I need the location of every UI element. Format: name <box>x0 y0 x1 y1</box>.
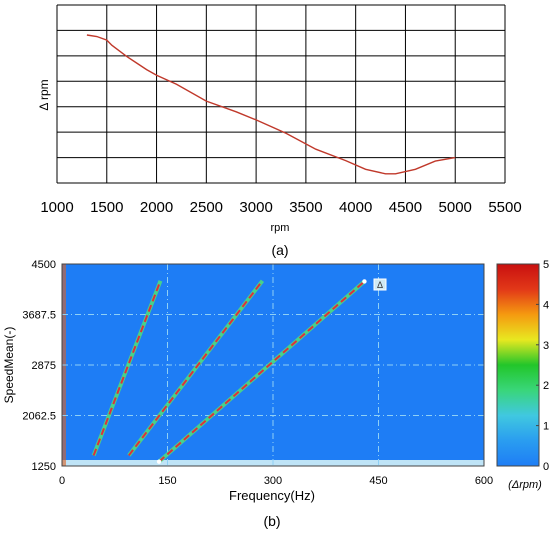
colorbar-label: (Δrpm) <box>508 479 542 491</box>
panel-a-label: (a) <box>271 242 288 258</box>
panel-b-x-tick-labels: 0 150 300 450 600 <box>59 475 493 487</box>
panel-b-marker: Δ <box>373 278 387 291</box>
panel-a-x-tick-label: 2000 <box>140 199 173 216</box>
panel-b-y-axis-label: SpeedMean(-) <box>2 327 16 404</box>
panel-a-x-tick-label: 5500 <box>488 199 521 216</box>
panel-a-x-axis-label: rpm <box>271 222 290 234</box>
panel-a-x-tick-label: 5000 <box>439 199 472 216</box>
panel-b-y-tick-label: 4500 <box>32 259 56 271</box>
order-endpoint-dot <box>362 279 367 284</box>
panel-a-x-tick-label: 1500 <box>90 199 123 216</box>
panel-b-marker-label: Δ <box>377 280 383 290</box>
panel-a-x-tick-label: 3500 <box>289 199 322 216</box>
panel-b-y-tick-label: 1250 <box>32 461 56 473</box>
panel-b-y-tick-labels: 1250 2062.5 2875 3687.5 4500 <box>22 259 56 473</box>
panel-b-x-axis-label: Frequency(Hz) <box>229 488 315 503</box>
panel-b-x-tick-label: 150 <box>158 475 176 487</box>
panel-a: 1000 1500 2000 2500 3000 3500 4000 4500 5000 5500… <box>37 4 522 258</box>
panel-b-order-lines <box>91 279 367 464</box>
panel-b-y-tick-label: 3687.5 <box>22 310 56 322</box>
colorbar-tick-label: 2 <box>543 380 549 392</box>
colorbar-tick-label: 5 <box>543 259 549 271</box>
panel-a-x-tick-label: 1000 <box>40 199 73 216</box>
panel-b-y-tick-label: 2062.5 <box>22 411 56 423</box>
panel-a-plot-area <box>57 5 505 183</box>
colorbar-tick-label: 0 <box>543 461 549 473</box>
colorbar-tick-label: 1 <box>543 421 549 433</box>
panel-a-x-tick-labels: 1000 1500 2000 2500 3000 3500 4000 4500 5000 5500 <box>40 199 521 216</box>
panel-b-label: (b) <box>263 513 280 529</box>
panel-b-marker-box <box>373 278 387 291</box>
panel-a-x-tick-label: 3000 <box>239 199 272 216</box>
order-endpoint-dot <box>156 459 162 464</box>
panel-a-grid <box>56 4 506 184</box>
panel-b-x-tick-label: 300 <box>264 475 282 487</box>
panel-b-x-tick-label: 450 <box>369 475 387 487</box>
order-line <box>158 280 366 463</box>
panel-b-x-tick-label: 0 <box>59 475 65 487</box>
colorbar-tick-label: 4 <box>543 299 549 311</box>
panel-a-y-axis-label: Δ rpm <box>37 79 51 110</box>
panel-a-x-tick-label: 2500 <box>190 199 223 216</box>
order-line <box>92 280 162 456</box>
panel-a-x-tick-label: 4500 <box>389 199 422 216</box>
colorbar-ticks: 0 1 2 3 4 5 <box>536 259 549 473</box>
panel-b-plot-border <box>61 263 485 467</box>
panel-b-grid <box>62 264 484 466</box>
panel-b: Δ 0 150 300 450 600 12502062.528753687.54500… <box>2 259 549 529</box>
panel-b-y-tick-label: 2875 <box>32 360 56 372</box>
panel-b-x-tick-label: 600 <box>475 475 493 487</box>
panel-a-x-tick-label: 4000 <box>339 199 372 216</box>
colorbar <box>496 263 540 467</box>
order-line <box>128 280 264 457</box>
panel-a-data-line <box>86 34 456 175</box>
colorbar-tick-label: 3 <box>543 340 549 352</box>
